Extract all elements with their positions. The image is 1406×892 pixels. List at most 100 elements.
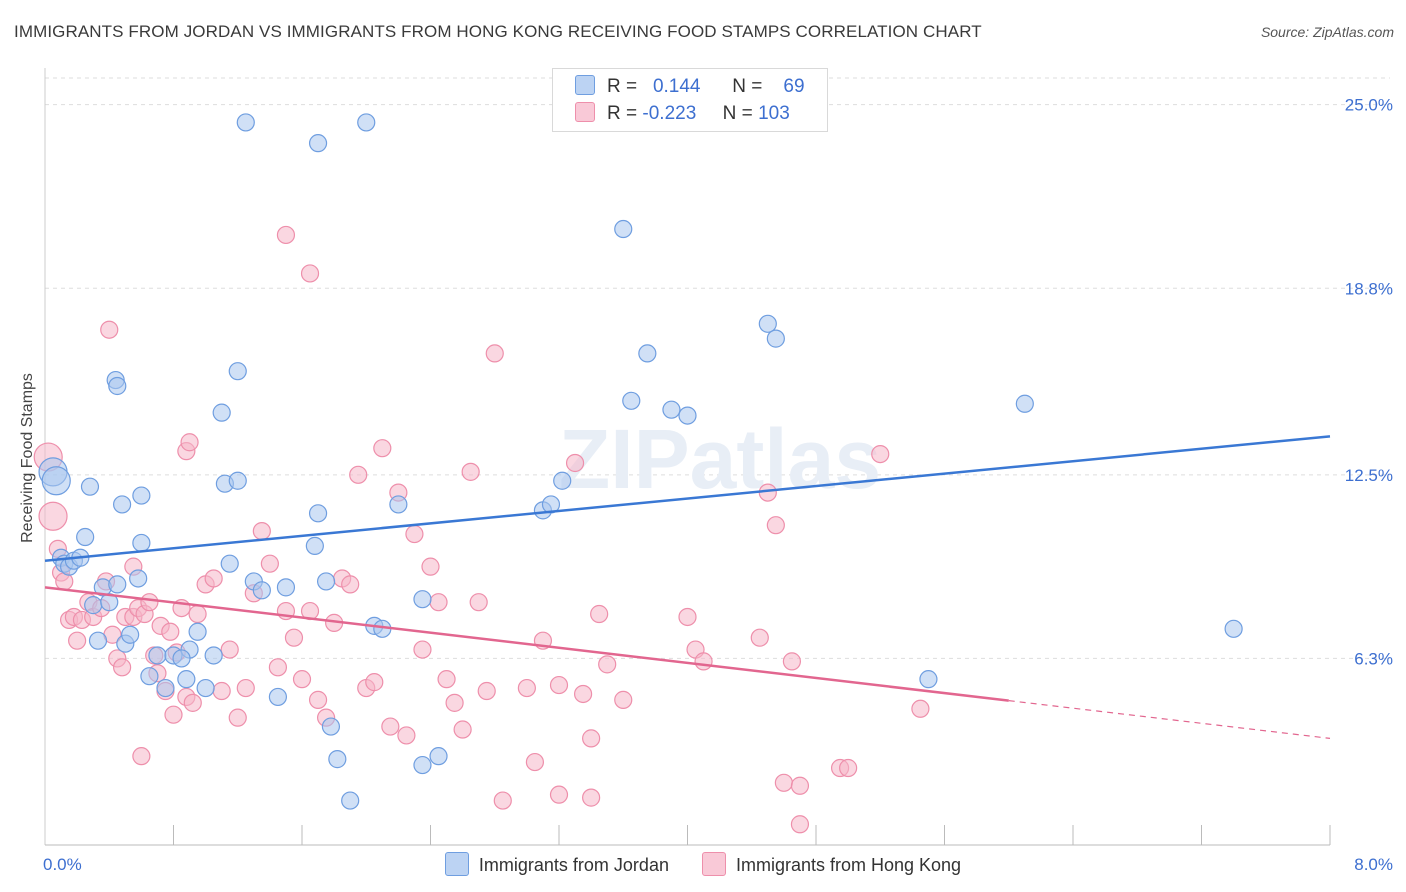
point-hongkong (300, 264, 320, 283)
point-hongkong (525, 752, 545, 772)
point-jordan (112, 495, 132, 514)
point-hongkong (68, 631, 87, 650)
point-hongkong (437, 670, 456, 689)
point-hongkong (397, 726, 416, 745)
point-hongkong (260, 554, 279, 573)
legend-r-value: 0.144 (652, 76, 701, 97)
point-hongkong (453, 720, 472, 739)
point-jordan (308, 504, 328, 523)
x-tick-label-max: 8.0% (1354, 855, 1393, 874)
point-hongkong (694, 652, 713, 671)
point-hongkong (477, 681, 496, 701)
point-hongkong (485, 344, 504, 363)
trend-line-jordan (44, 435, 1331, 562)
y-tick-label: 12.5% (1345, 466, 1393, 485)
point-hongkong (405, 524, 424, 544)
point-jordan (341, 791, 360, 810)
legend-r-label: R = (607, 76, 638, 97)
point-hongkong (276, 225, 296, 245)
point-jordan (357, 113, 376, 132)
point-hongkong (549, 785, 569, 804)
point-hongkong (782, 652, 802, 671)
point-jordan (321, 717, 341, 736)
point-jordan (413, 755, 432, 775)
legend-n-value: 69 (783, 76, 805, 97)
point-hongkong (549, 675, 569, 695)
legend-n-value: 103 (758, 103, 790, 124)
point-jordan (429, 747, 448, 766)
point-hongkong (598, 655, 617, 674)
point-jordan (308, 134, 328, 153)
point-hongkong (766, 516, 785, 535)
point-hongkong (292, 670, 312, 689)
point-jordan (553, 471, 572, 490)
point-jordan (212, 403, 231, 422)
point-jordan (389, 495, 408, 514)
point-hongkong (140, 593, 159, 612)
point-jordan (758, 314, 777, 333)
point-hongkong (100, 320, 119, 339)
point-jordan (316, 572, 336, 591)
point-jordan (228, 471, 247, 490)
point-hongkong (183, 693, 202, 712)
legend-row-jordan: R = 0.144 N = 69 (575, 75, 805, 99)
point-hongkong (228, 708, 247, 727)
point-jordan (76, 527, 95, 547)
legend-n-label: N = (722, 103, 753, 124)
point-jordan (188, 622, 207, 641)
y-tick-labels: 6.3% 12.5% 18.8% 25.0% (1345, 96, 1393, 669)
point-jordan (148, 646, 167, 665)
point-jordan (305, 536, 324, 555)
legend-row-hongkong: R = -0.223 N = 103 (575, 102, 790, 126)
legend-n-label: N = (732, 76, 763, 97)
y-tick-label: 25.0% (1345, 96, 1393, 115)
series-legend: Immigrants from Jordan Immigrants from H… (0, 852, 1406, 876)
point-hongkong (678, 607, 697, 627)
legend-label-hongkong: Immigrants from Hong Kong (735, 855, 962, 875)
point-hongkong (373, 439, 392, 458)
point-hongkong (839, 758, 858, 778)
source-label: Source: ZipAtlas.com (1260, 24, 1394, 40)
point-jordan (236, 113, 255, 132)
jordan-swatch (444, 852, 469, 876)
point-hongkong (790, 776, 810, 795)
y-tick-label: 18.8% (1345, 279, 1393, 298)
legend-item-hongkong: Immigrants from Hong Kong (701, 852, 962, 876)
point-hongkong (180, 433, 199, 452)
x-tick-label-min: 0.0% (43, 855, 82, 874)
point-hongkong (469, 593, 488, 612)
x-tick-labels: 0.0% 8.0% (43, 855, 1393, 874)
point-jordan (88, 631, 108, 650)
point-hongkong (349, 465, 368, 484)
point-hongkong (565, 453, 585, 473)
point-jordan (766, 329, 785, 348)
chart-title: IMMIGRANTS FROM JORDAN VS IMMIGRANTS FRO… (14, 22, 982, 41)
point-jordan (172, 649, 191, 668)
hongkong-swatch (701, 852, 726, 876)
point-hongkong (161, 622, 180, 641)
point-hongkong (758, 483, 777, 502)
point-hongkong (461, 462, 480, 481)
point-hongkong (911, 699, 930, 718)
point-jordan (252, 581, 271, 600)
point-jordan (276, 578, 296, 597)
point-hongkong (421, 557, 440, 576)
point-hongkong (204, 569, 223, 588)
legend-item-jordan: Immigrants from Jordan (444, 852, 669, 876)
point-hongkong (38, 501, 68, 531)
point-hongkong (517, 678, 536, 698)
point-jordan (196, 678, 215, 698)
point-hongkong (871, 444, 890, 464)
legend-r-label: R = (607, 103, 638, 124)
point-hongkong (220, 640, 239, 659)
point-hongkong (493, 791, 512, 810)
point-hongkong (790, 815, 810, 834)
point-jordan (108, 376, 127, 396)
trend-line-hongkong-extension (1008, 700, 1331, 739)
point-hongkong (614, 690, 633, 709)
points-hongkong (33, 225, 930, 834)
watermark: ZIPatlas (559, 412, 881, 506)
point-hongkong (381, 717, 400, 736)
point-hongkong (590, 604, 609, 624)
